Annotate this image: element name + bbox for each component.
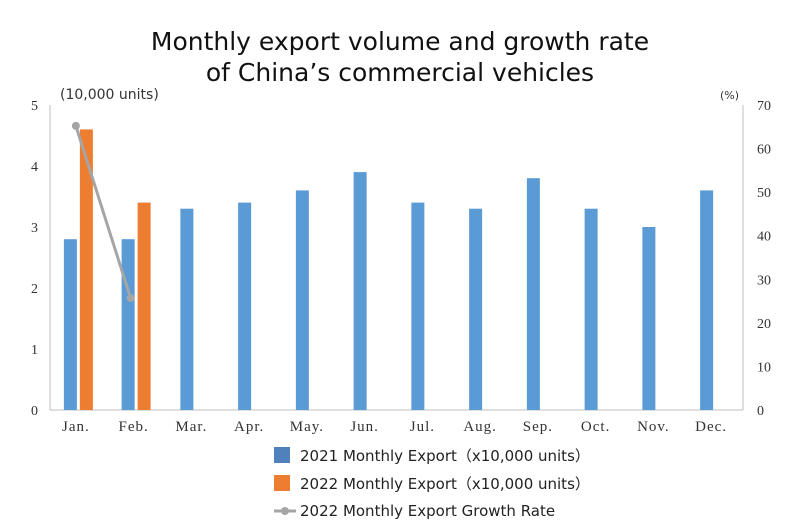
x-tick-label: Oct. — [581, 419, 610, 435]
right-axis-unit: (%) — [720, 89, 739, 102]
right-tick-label: 70 — [757, 99, 771, 114]
x-tick-label: Nov. — [637, 419, 670, 435]
left-tick-label: 1 — [31, 343, 38, 358]
growth-rate-line — [74, 125, 133, 299]
x-tick-label: Feb. — [119, 419, 149, 435]
right-tick-label: 60 — [757, 143, 771, 158]
chart-title-line2: of China’s commercial vehicles — [205, 58, 595, 87]
legend-label-growth: 2022 Monthly Export Growth Rate — [300, 502, 556, 520]
x-tick-label: Jul. — [410, 419, 435, 435]
legend-swatch-2022 — [274, 475, 290, 491]
right-tick-label: 0 — [757, 404, 764, 419]
right-tick-label: 50 — [757, 186, 771, 201]
bar-2021 — [411, 202, 425, 410]
bar-2021 — [584, 208, 598, 410]
legend-swatch-2021 — [274, 447, 290, 463]
legend-item-2022: 2022 Monthly Export（x10,000 units） — [274, 474, 590, 493]
legend-item-growth: 2022 Monthly Export Growth Rate — [274, 502, 555, 520]
plot-area: (10,000 units) (%) 012345010203040506070… — [31, 87, 771, 435]
right-tick-label: 10 — [757, 360, 771, 375]
left-tick-label: 5 — [31, 99, 38, 114]
left-tick-label: 2 — [31, 282, 38, 297]
bar-2022 — [79, 129, 93, 410]
chart-title-line1: Monthly export volume and growth rate — [150, 27, 650, 56]
right-tick-label: 30 — [757, 273, 771, 288]
left-tick-label: 4 — [31, 160, 38, 175]
legend-item-2021: 2021 Monthly Export（x10,000 units） — [274, 446, 590, 465]
left-axis-unit: (10,000 units) — [60, 87, 159, 103]
left-tick-label: 0 — [31, 404, 38, 419]
bar-2021 — [121, 239, 135, 410]
bar-2022 — [137, 202, 151, 410]
x-tick-label: May. — [290, 419, 324, 435]
right-tick-label: 40 — [757, 230, 771, 245]
x-tick-label: Dec. — [695, 419, 727, 435]
x-tick-label: Sep. — [523, 419, 553, 435]
growth-rate-point — [126, 294, 135, 303]
legend-label-2021: 2021 Monthly Export（x10,000 units） — [300, 446, 590, 465]
bar-2021 — [180, 208, 194, 410]
bar-2021 — [700, 190, 714, 410]
bar-2021 — [238, 202, 252, 410]
bar-2021 — [526, 178, 540, 410]
left-tick-label: 3 — [31, 221, 38, 236]
x-tick-label: Jan. — [62, 419, 90, 435]
bar-2021 — [63, 239, 77, 410]
right-tick-label: 20 — [757, 317, 771, 332]
bar-2021 — [353, 172, 367, 410]
bar-2021 — [642, 227, 656, 410]
x-tick-label: Mar. — [175, 419, 207, 435]
x-tick-label: Apr. — [234, 419, 264, 435]
growth-rate-point — [71, 121, 80, 130]
legend-line-marker-icon — [274, 507, 296, 515]
bar-2021 — [295, 190, 309, 410]
bar-2021 — [469, 208, 483, 410]
legend-label-2022: 2022 Monthly Export（x10,000 units） — [300, 474, 590, 493]
x-tick-label: Jun. — [350, 419, 379, 435]
x-tick-label: Aug. — [463, 419, 497, 435]
